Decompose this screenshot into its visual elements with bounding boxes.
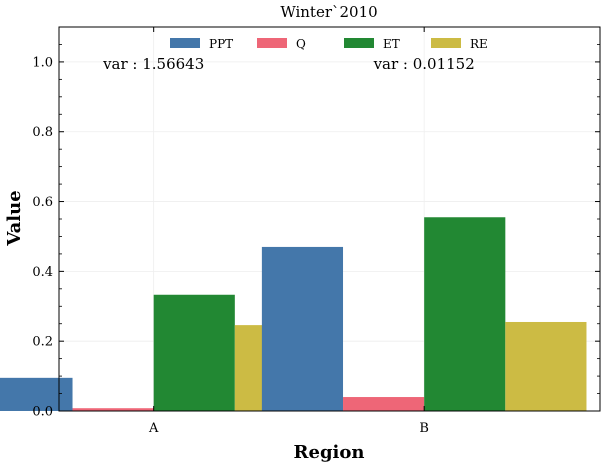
x-tick-label: A (148, 421, 159, 436)
annotations: var : 1.56643 var : 0.01152 (102, 55, 475, 73)
y-tick-label: 0.2 (32, 335, 53, 350)
annotation-var-b: var : 0.01152 (373, 55, 475, 73)
y-tick-label: 0.0 (32, 405, 53, 420)
annotation-var-a: var : 1.56643 (102, 55, 204, 73)
y-tick-label: 0.6 (32, 195, 53, 210)
x-axis-label: Region (294, 442, 365, 463)
bar-q-a (72, 408, 154, 411)
bars-group (0, 217, 587, 411)
legend: PPT Q ET RE (170, 37, 488, 51)
bar-et-a (153, 294, 235, 411)
bar-q-b (343, 397, 425, 411)
chart-title: Winter`2010 (280, 3, 377, 21)
legend-swatch-et (344, 38, 374, 48)
legend-swatch-q (257, 38, 287, 48)
legend-label-ppt: PPT (209, 37, 233, 51)
legend-label-et: ET (383, 37, 400, 51)
y-tick-label: 1.0 (32, 55, 53, 70)
y-tick-label: 0.4 (32, 265, 53, 280)
y-axis-ticks: 0.0 0.2 0.4 0.6 0.8 1.0 (32, 44, 600, 420)
y-tick-label: 0.8 (32, 125, 53, 140)
legend-label-re: RE (470, 37, 488, 51)
y-axis-label: Value (4, 190, 25, 246)
legend-label-q: Q (296, 37, 306, 51)
legend-swatch-re (431, 38, 461, 48)
bar-et-b (424, 217, 506, 411)
x-tick-label: B (419, 421, 429, 436)
bar-ppt-a (0, 377, 73, 411)
bar-ppt-b (261, 246, 344, 411)
legend-swatch-ppt (170, 38, 200, 48)
bar-re-b (505, 321, 587, 411)
